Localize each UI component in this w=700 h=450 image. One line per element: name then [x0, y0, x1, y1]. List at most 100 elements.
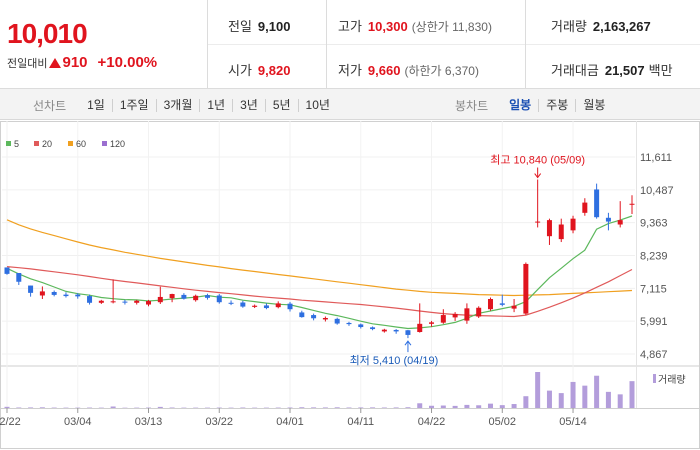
row-divider	[208, 44, 700, 45]
volume-bar	[370, 407, 376, 408]
candle-body	[146, 301, 152, 305]
candle-body	[169, 294, 175, 299]
volume-bar	[546, 390, 552, 408]
chart-toolbar: 선차트 1일 1주일 3개월 1년 3년 5년 10년 봉차트 일봉 주봉 월봉	[0, 89, 700, 120]
candle-body	[87, 296, 93, 303]
low-value: 9,660	[367, 63, 401, 78]
volume-bar	[487, 403, 493, 408]
period-button[interactable]: 1년	[199, 99, 232, 112]
candle-body	[216, 295, 222, 303]
y-tick-label: 8,239	[640, 251, 668, 263]
candle-body	[605, 217, 611, 222]
volume-bar	[629, 381, 635, 408]
prev-close: 전일 9,100	[228, 16, 290, 35]
candle-body	[570, 218, 576, 231]
candle-body	[405, 330, 411, 335]
volume-bar	[594, 375, 600, 408]
low-price: 저가 9,660 (하한가 6,370)	[338, 60, 479, 79]
candle-body	[464, 308, 470, 321]
ma20-line	[6, 266, 633, 318]
candle-body	[39, 291, 45, 296]
line-chart-periods: 선차트 1일 1주일 3개월 1년 3년 5년 10년	[33, 97, 337, 114]
amount-value: 21,507	[604, 63, 645, 78]
period-button[interactable]: 3년	[232, 99, 265, 112]
quote-panel: 10,010 전일대비 910 +10.00% 전일 9,100 고가 10,3…	[0, 0, 700, 89]
change-percent: +10.00%	[97, 54, 158, 71]
min-annotation: 최저 5,410 (04/19)	[350, 354, 439, 367]
candle-body	[263, 305, 269, 309]
legend-swatch	[34, 141, 39, 146]
volume-bar	[311, 407, 317, 408]
volume-bar	[405, 407, 411, 408]
volume-bar	[535, 372, 541, 408]
upper-limit: (상한가 11,830)	[411, 20, 492, 34]
legend-swatch	[102, 141, 107, 146]
candle-body	[476, 307, 482, 317]
candle-body	[28, 285, 34, 293]
volume-bar	[582, 385, 588, 408]
candle-body	[429, 322, 435, 324]
candle-chart-label[interactable]: 봉차트	[455, 99, 489, 113]
period-button[interactable]: 3개월	[155, 99, 200, 112]
candle-weekly-button[interactable]: 주봉	[538, 99, 575, 112]
volume-bar	[570, 381, 576, 408]
candle-daily-button[interactable]: 일봉	[509, 98, 532, 112]
candle-body	[546, 220, 552, 237]
candle-body	[98, 300, 104, 303]
candle-body	[299, 312, 305, 318]
volume: 거래량 2,163,267	[551, 16, 651, 35]
trade-amount: 거래대금 21,507 백만	[551, 60, 679, 79]
volume-bar	[358, 407, 364, 408]
candle-body	[75, 294, 81, 297]
candle-body	[535, 221, 541, 223]
volume-label: 거래량	[551, 19, 587, 34]
candle-body	[287, 303, 293, 310]
candle-body	[381, 329, 387, 332]
period-button[interactable]: 1주일	[111, 99, 156, 112]
col-divider	[525, 0, 526, 89]
col-divider	[326, 0, 327, 89]
candle-body	[228, 302, 234, 304]
legend-swatch	[6, 141, 11, 146]
candle-body	[134, 300, 140, 303]
volume-bar	[39, 407, 45, 408]
y-tick-label: 5,991	[640, 316, 668, 328]
candle-body	[311, 315, 317, 319]
candle-body	[487, 298, 493, 310]
stock-chart: 11,611 10,487 9,363 8,239 7,115 5,991 4,867 02/…	[0, 121, 700, 449]
line-chart-label[interactable]: 선차트	[33, 99, 67, 113]
volume-bar	[334, 407, 340, 408]
candle-body	[240, 302, 246, 307]
candle-body	[16, 272, 22, 282]
volume-bar	[499, 405, 505, 408]
volume-bar	[511, 404, 517, 408]
up-triangle-icon	[49, 57, 62, 68]
candle-body	[63, 294, 69, 297]
candle-monthly-button[interactable]: 월봉	[575, 99, 612, 112]
lower-limit: (하한가 6,370)	[404, 64, 479, 78]
period-button[interactable]: 10년	[297, 99, 337, 112]
period-button[interactable]: 5년	[264, 99, 298, 112]
prev-close-value: 9,100	[257, 19, 291, 34]
candle-body	[440, 315, 446, 323]
candle-body	[393, 329, 399, 332]
candle-body	[252, 305, 258, 307]
y-tick-label: 9,363	[640, 218, 668, 230]
open-value: 9,820	[257, 63, 291, 78]
volume-bar	[157, 406, 163, 408]
max-arrow-head	[534, 173, 542, 179]
legend-label: 5	[14, 139, 19, 149]
period-button[interactable]: 1일	[87, 98, 105, 112]
volume-label: 거래량	[658, 374, 686, 386]
x-tick-label: 04/22	[418, 416, 446, 428]
volume-bar	[452, 405, 458, 408]
volume-bar	[523, 396, 529, 408]
current-price: 10,010	[7, 18, 88, 49]
high-price: 고가 10,300 (상한가 11,830)	[338, 16, 492, 35]
volume-bar	[558, 393, 564, 408]
open-label: 시가	[228, 63, 252, 78]
y-tick-label: 11,611	[640, 152, 672, 164]
candle-body	[523, 263, 529, 314]
candle-body	[322, 317, 328, 320]
volume-value: 2,163,267	[592, 19, 651, 34]
